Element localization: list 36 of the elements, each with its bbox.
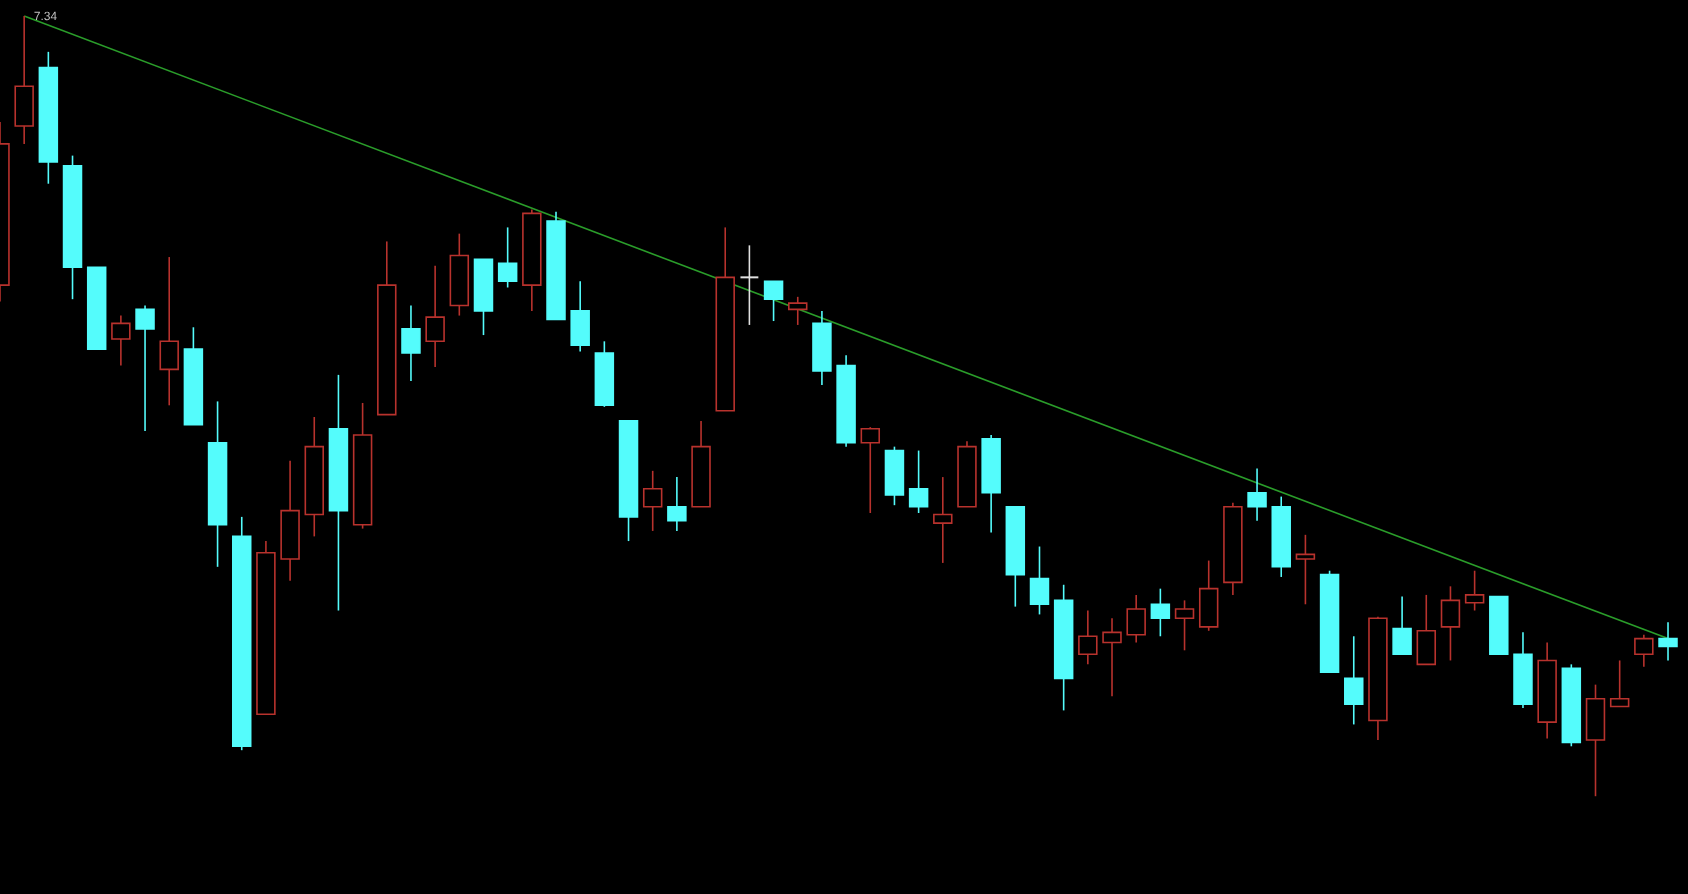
candlestick	[1634, 633, 1654, 668]
candlestick	[1174, 599, 1195, 652]
candlestick	[1416, 594, 1437, 666]
candlestick	[425, 264, 445, 368]
candlestick	[933, 476, 953, 564]
candlestick	[884, 445, 905, 506]
candlestick	[1295, 534, 1316, 606]
candlestick	[860, 426, 881, 514]
candlestick	[1585, 683, 1606, 798]
candlestick	[1150, 587, 1171, 638]
candlestick	[1464, 569, 1485, 612]
candlestick	[739, 244, 760, 326]
candlestick	[812, 310, 832, 386]
candlestick	[1078, 609, 1098, 666]
candlestick	[1392, 595, 1412, 656]
candlestick	[1658, 621, 1678, 662]
candlestick	[1029, 545, 1050, 616]
candlestick	[1609, 659, 1630, 708]
candlestick	[667, 476, 687, 532]
candlestick	[159, 256, 179, 407]
candlestick	[497, 226, 518, 289]
candlestick	[1126, 594, 1146, 644]
candlestick	[14, 15, 34, 145]
candlestick	[135, 304, 155, 432]
candlestick	[1102, 617, 1122, 698]
candlestick	[1198, 559, 1219, 632]
candlestick	[1440, 585, 1461, 662]
candlestick	[570, 280, 590, 353]
candlestick	[642, 470, 663, 532]
candlestick	[908, 449, 929, 514]
candlestick	[788, 296, 808, 326]
candlestick	[1344, 635, 1364, 726]
candlestick	[763, 280, 784, 322]
candlestick	[1247, 467, 1267, 522]
candlestick	[111, 314, 131, 367]
candlestick	[401, 304, 421, 382]
